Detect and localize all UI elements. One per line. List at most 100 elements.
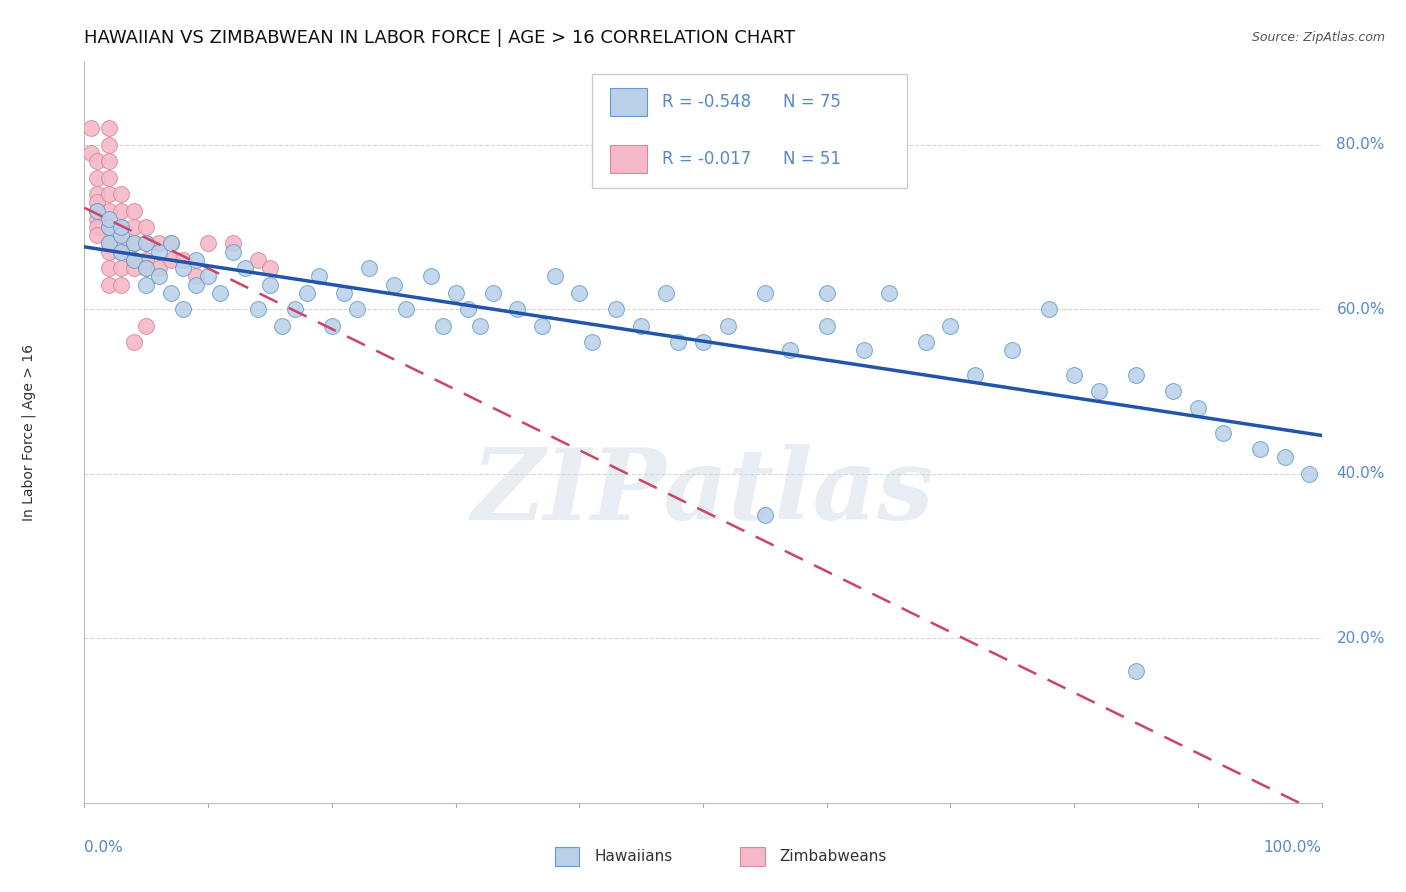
Point: [481, 285, 503, 300]
Point: [122, 252, 145, 267]
Point: [98, 261, 121, 276]
Point: [568, 285, 591, 300]
Point: [630, 318, 652, 333]
Point: [506, 302, 529, 317]
Point: [543, 269, 565, 284]
Point: [122, 219, 145, 234]
Point: [98, 244, 121, 259]
Point: [346, 302, 368, 317]
Point: [308, 269, 330, 284]
Point: [86, 154, 108, 169]
Point: [110, 261, 132, 276]
Bar: [610, 145, 647, 173]
Point: [1125, 664, 1147, 678]
Point: [86, 211, 108, 226]
Text: 0.0%: 0.0%: [84, 840, 124, 855]
Point: [135, 236, 157, 251]
Point: [1161, 384, 1184, 399]
Point: [160, 236, 183, 251]
Point: [98, 154, 121, 169]
Point: [184, 277, 207, 292]
Point: [148, 269, 170, 284]
Text: HAWAIIAN VS ZIMBABWEAN IN LABOR FORCE | AGE > 16 CORRELATION CHART: HAWAIIAN VS ZIMBABWEAN IN LABOR FORCE | …: [84, 29, 796, 47]
Point: [110, 244, 132, 259]
Point: [98, 121, 121, 136]
Point: [1088, 384, 1111, 399]
Point: [79, 145, 101, 160]
Point: [184, 269, 207, 284]
Point: [98, 137, 121, 152]
Text: ZIPatlas: ZIPatlas: [472, 443, 934, 540]
Point: [357, 261, 380, 276]
Point: [1187, 401, 1209, 415]
Text: N = 51: N = 51: [783, 151, 841, 169]
FancyBboxPatch shape: [592, 73, 907, 188]
Point: [295, 285, 318, 300]
Point: [914, 335, 936, 350]
Point: [86, 170, 108, 185]
Point: [148, 244, 170, 259]
Point: [79, 121, 101, 136]
Point: [259, 277, 281, 292]
Point: [135, 236, 157, 251]
Point: [110, 219, 132, 234]
Point: [110, 187, 132, 202]
Point: [86, 203, 108, 218]
Point: [86, 203, 108, 218]
Text: 100.0%: 100.0%: [1264, 840, 1322, 855]
Text: Zimbabweans: Zimbabweans: [780, 849, 887, 864]
Point: [222, 236, 245, 251]
Point: [110, 277, 132, 292]
Point: [470, 318, 492, 333]
Point: [98, 236, 121, 251]
Point: [98, 277, 121, 292]
Point: [110, 219, 132, 234]
Point: [815, 285, 838, 300]
Point: [98, 170, 121, 185]
Point: [172, 261, 194, 276]
Text: R = -0.017: R = -0.017: [662, 151, 751, 169]
Bar: [610, 88, 647, 117]
Point: [148, 236, 170, 251]
Point: [135, 219, 157, 234]
Point: [110, 236, 132, 251]
Point: [754, 285, 776, 300]
Point: [531, 318, 554, 333]
Point: [222, 244, 245, 259]
Point: [432, 318, 454, 333]
Point: [172, 252, 194, 267]
Point: [877, 285, 900, 300]
Point: [197, 269, 219, 284]
Point: [382, 277, 405, 292]
Point: [1125, 368, 1147, 382]
Point: [148, 261, 170, 276]
Point: [1063, 368, 1085, 382]
Point: [233, 261, 256, 276]
Point: [86, 187, 108, 202]
Text: 80.0%: 80.0%: [1337, 137, 1385, 153]
Point: [246, 302, 269, 317]
Point: [209, 285, 232, 300]
Point: [98, 211, 121, 226]
Point: [160, 285, 183, 300]
Point: [160, 252, 183, 267]
Text: Hawaiians: Hawaiians: [595, 849, 672, 864]
Text: R = -0.548: R = -0.548: [662, 94, 751, 112]
Point: [259, 261, 281, 276]
Point: [122, 335, 145, 350]
Point: [1212, 425, 1234, 440]
Point: [122, 203, 145, 218]
Point: [86, 219, 108, 234]
Point: [160, 236, 183, 251]
Point: [98, 187, 121, 202]
Point: [184, 252, 207, 267]
Point: [110, 228, 132, 243]
Point: [666, 335, 689, 350]
Point: [457, 302, 479, 317]
Point: [98, 203, 121, 218]
Point: [122, 236, 145, 251]
Point: [655, 285, 678, 300]
Point: [395, 302, 418, 317]
Text: Source: ZipAtlas.com: Source: ZipAtlas.com: [1251, 31, 1385, 45]
Bar: [740, 847, 765, 866]
